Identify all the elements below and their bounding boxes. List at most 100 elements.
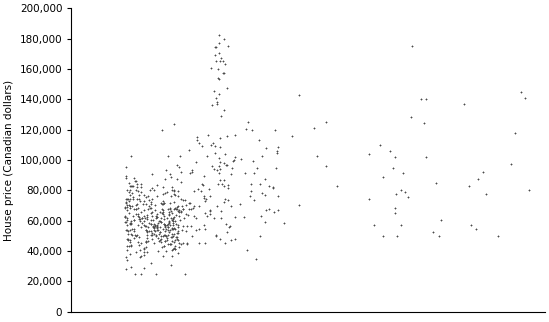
Point (157, 215, 166, 220)
Point (212, 95, 221, 100)
Point (160, 229, 169, 234)
Point (149, 223, 158, 229)
Point (149, 241, 158, 246)
Point (248, 158, 257, 164)
Point (231, 236, 239, 241)
Point (226, 223, 234, 228)
Point (169, 227, 177, 232)
Point (152, 213, 161, 218)
Point (365, 196, 374, 201)
Point (178, 206, 187, 211)
Point (506, 162, 515, 167)
Point (142, 201, 151, 206)
Point (256, 182, 265, 187)
Point (264, 184, 273, 189)
Point (194, 140, 203, 145)
Point (389, 165, 398, 170)
Point (139, 253, 148, 258)
Point (144, 198, 153, 203)
Point (407, 43, 416, 49)
Point (158, 245, 166, 250)
Point (170, 239, 179, 244)
Point (161, 223, 170, 228)
Point (164, 224, 172, 230)
Point (200, 227, 209, 232)
Point (207, 143, 216, 148)
Point (223, 86, 232, 91)
Point (154, 236, 163, 241)
Point (147, 260, 155, 266)
Point (253, 166, 261, 171)
Point (164, 224, 172, 229)
Point (129, 183, 138, 188)
Point (156, 240, 165, 245)
Point (159, 207, 167, 213)
Point (216, 215, 225, 221)
Point (155, 209, 164, 214)
Point (142, 249, 151, 254)
Point (173, 223, 182, 228)
Point (137, 190, 145, 195)
Point (221, 151, 229, 156)
Point (165, 212, 174, 217)
Point (123, 204, 132, 209)
Point (256, 213, 265, 218)
Point (167, 188, 176, 193)
Point (153, 223, 161, 228)
Point (251, 256, 260, 261)
Point (137, 271, 145, 277)
Point (204, 186, 213, 191)
Point (122, 199, 131, 204)
Point (211, 150, 220, 155)
Point (157, 234, 166, 239)
Point (177, 208, 186, 213)
Point (207, 163, 216, 168)
Point (148, 210, 156, 215)
Point (121, 213, 130, 218)
Point (133, 214, 142, 219)
Point (378, 174, 387, 179)
Point (192, 160, 200, 165)
Point (163, 222, 171, 227)
Point (192, 215, 200, 220)
Point (128, 191, 137, 196)
Point (169, 233, 177, 238)
Point (417, 97, 425, 102)
Point (150, 225, 159, 231)
Point (222, 163, 231, 168)
Point (376, 143, 384, 148)
Point (175, 210, 184, 215)
Point (161, 167, 170, 173)
Point (164, 210, 173, 215)
Point (217, 114, 226, 119)
Point (152, 182, 161, 187)
Point (171, 246, 180, 251)
Point (274, 208, 283, 213)
Point (215, 164, 223, 169)
Point (141, 227, 150, 232)
Point (194, 203, 203, 208)
Point (210, 144, 219, 149)
Point (257, 191, 266, 196)
Point (264, 207, 273, 212)
Point (132, 202, 141, 207)
Point (167, 226, 176, 231)
Point (473, 176, 482, 181)
Point (272, 151, 281, 156)
Point (127, 226, 136, 232)
Point (155, 238, 164, 243)
Point (386, 149, 395, 154)
Point (189, 206, 198, 211)
Point (160, 239, 169, 244)
Point (164, 206, 172, 211)
Point (161, 224, 170, 229)
Y-axis label: House price (Canadian dollars): House price (Canadian dollars) (4, 80, 14, 241)
Point (175, 207, 183, 212)
Point (161, 233, 170, 238)
Point (134, 214, 143, 220)
Point (121, 266, 130, 271)
Point (136, 210, 145, 215)
Point (272, 166, 281, 171)
Point (170, 231, 178, 236)
Point (188, 233, 197, 239)
